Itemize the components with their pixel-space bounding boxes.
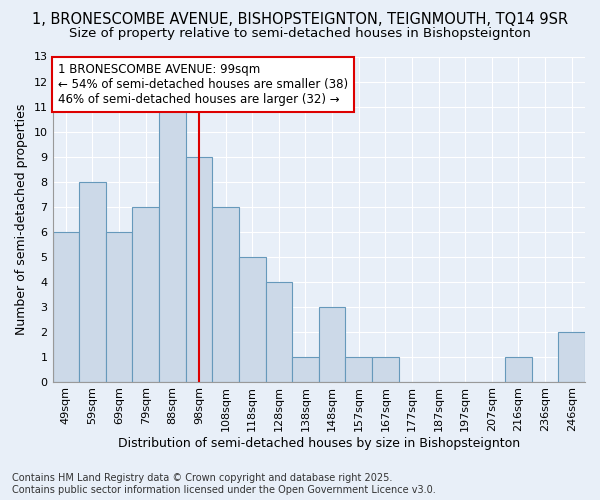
Y-axis label: Number of semi-detached properties: Number of semi-detached properties [15, 104, 28, 334]
Bar [212, 206, 239, 382]
Bar [266, 282, 292, 382]
Text: 1, BRONESCOMBE AVENUE, BISHOPSTEIGNTON, TEIGNMOUTH, TQ14 9SR: 1, BRONESCOMBE AVENUE, BISHOPSTEIGNTON, … [32, 12, 568, 28]
Bar [239, 256, 266, 382]
Bar [346, 356, 372, 382]
Text: Contains HM Land Registry data © Crown copyright and database right 2025.
Contai: Contains HM Land Registry data © Crown c… [12, 474, 436, 495]
Bar [292, 356, 319, 382]
Bar [53, 232, 79, 382]
Bar [79, 182, 106, 382]
Bar [505, 356, 532, 382]
Text: 1 BRONESCOMBE AVENUE: 99sqm
← 54% of semi-detached houses are smaller (38)
46% o: 1 BRONESCOMBE AVENUE: 99sqm ← 54% of sem… [58, 63, 348, 106]
Bar [159, 106, 185, 382]
Bar [106, 232, 133, 382]
Bar [559, 332, 585, 382]
Text: Size of property relative to semi-detached houses in Bishopsteignton: Size of property relative to semi-detach… [69, 28, 531, 40]
Bar [133, 206, 159, 382]
Bar [319, 306, 346, 382]
X-axis label: Distribution of semi-detached houses by size in Bishopsteignton: Distribution of semi-detached houses by … [118, 437, 520, 450]
Bar [185, 156, 212, 382]
Bar [372, 356, 398, 382]
